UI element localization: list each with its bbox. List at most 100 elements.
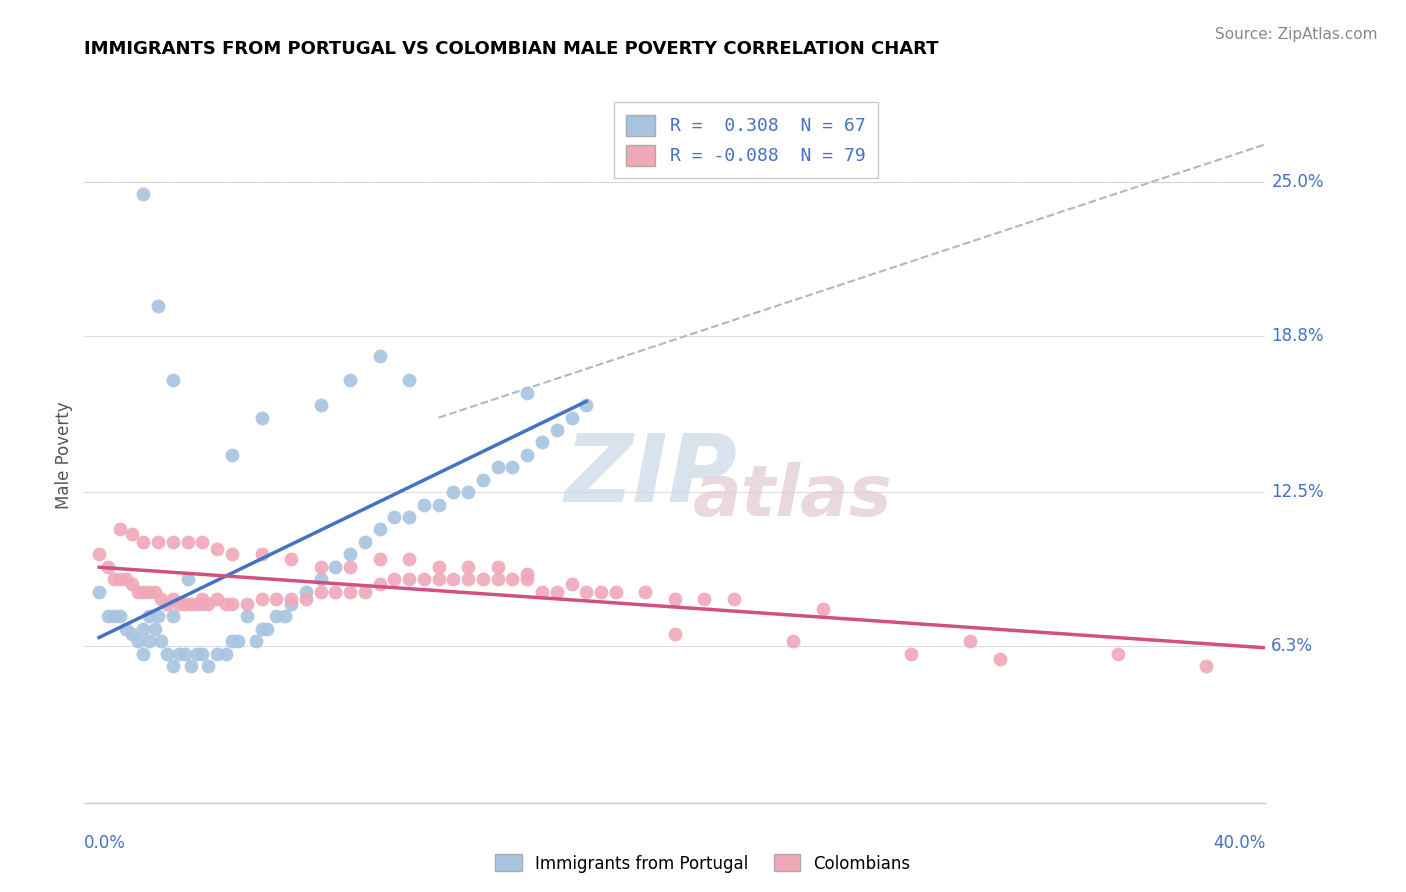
Point [250,547,273,561]
Point [560,577,583,591]
Point [173,647,195,661]
Point [664,162,686,177]
Text: 0.0%: 0.0% [84,834,127,852]
Point [150,634,173,648]
Point [295,592,318,607]
Point [132,535,155,549]
Point [121,527,143,541]
Point [226,634,249,648]
Point [127,584,149,599]
Point [988,651,1011,665]
Point [1107,647,1129,661]
Point [398,373,420,387]
Point [339,547,361,561]
Point [274,609,297,624]
Point [162,592,184,607]
Point [575,398,598,412]
Point [398,510,420,524]
Legend: R =  0.308  N = 67, R = -0.088  N = 79: R = 0.308 N = 67, R = -0.088 N = 79 [613,103,877,178]
Point [143,584,166,599]
Point [264,609,288,624]
Point [156,647,179,661]
Point [441,572,464,586]
Point [215,597,238,611]
Point [457,559,479,574]
Point [127,634,149,648]
Point [103,572,125,586]
Point [368,349,391,363]
Point [132,187,155,202]
Point [197,597,219,611]
Point [398,552,420,566]
Text: 40.0%: 40.0% [1213,834,1265,852]
Point [398,572,420,586]
Point [959,634,981,648]
Point [114,572,136,586]
Point [143,622,166,636]
Point [516,567,538,582]
Point [256,622,278,636]
Point [516,385,538,400]
Point [221,597,243,611]
Point [591,584,613,599]
Point [132,622,155,636]
Point [900,647,922,661]
Text: 18.8%: 18.8% [1271,326,1324,344]
Point [472,572,495,586]
Point [546,423,568,437]
Point [108,609,131,624]
Point [530,584,553,599]
Point [186,647,208,661]
Point [97,559,120,574]
Point [486,460,509,475]
Point [191,597,214,611]
Point [501,572,523,586]
Point [664,592,686,607]
Point [664,627,686,641]
Point [97,609,120,624]
Point [235,597,259,611]
Point [167,597,190,611]
Point [177,535,200,549]
Point [205,592,228,607]
Point [382,572,406,586]
Point [103,609,125,624]
Point [309,398,332,412]
Point [245,634,267,648]
Point [413,498,436,512]
Text: atlas: atlas [693,462,893,531]
Point [354,535,377,549]
Point [250,622,273,636]
Point [162,609,184,624]
Point [205,542,228,557]
Point [323,559,347,574]
Point [132,647,155,661]
Point [138,634,160,648]
Point [148,299,170,313]
Point [782,634,804,648]
Point [723,592,745,607]
Point [197,659,219,673]
Point [339,373,361,387]
Point [546,584,568,599]
Point [280,552,302,566]
Text: Source: ZipAtlas.com: Source: ZipAtlas.com [1215,27,1378,42]
Point [205,647,228,661]
Point [162,659,184,673]
Point [441,485,464,500]
Point [634,584,657,599]
Point [280,597,302,611]
Point [148,609,170,624]
Point [368,523,391,537]
Text: 12.5%: 12.5% [1271,483,1324,501]
Point [413,572,436,586]
Point [427,559,450,574]
Point [575,584,598,599]
Point [368,552,391,566]
Point [530,435,553,450]
Point [108,523,131,537]
Point [177,572,200,586]
Point [693,592,716,607]
Text: 6.3%: 6.3% [1271,637,1313,656]
Point [87,584,111,599]
